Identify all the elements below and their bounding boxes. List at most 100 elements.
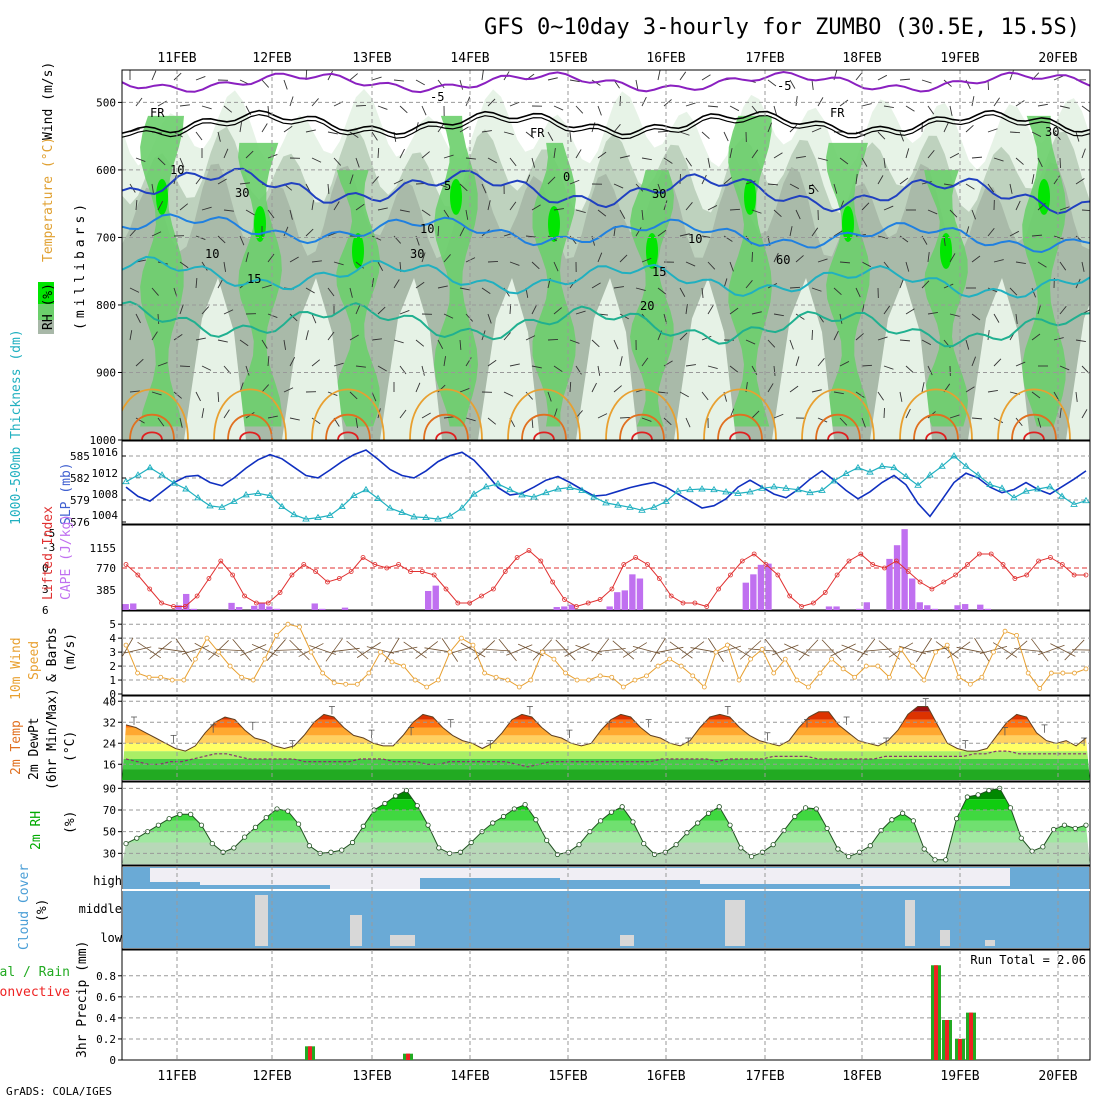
surface-wind-barb — [555, 639, 576, 661]
cloud-low-patch — [255, 895, 268, 946]
run-total: Run Total = 2.06 — [970, 953, 1086, 967]
upper-wind-barb — [685, 364, 696, 367]
upper-wind-barb — [861, 103, 872, 107]
upper-wind-barb — [195, 75, 206, 81]
upper-wind-barb — [817, 417, 828, 423]
lifted-index-marker — [609, 586, 615, 592]
upper-wind-barb — [619, 155, 630, 159]
wind-speed-marker — [817, 670, 823, 676]
y-tick-label: 3 — [109, 646, 116, 659]
thickness-marker — [734, 489, 742, 496]
date-label-bottom: 14FEB — [450, 1069, 489, 1084]
rh-saturated-core — [744, 178, 756, 215]
upper-wind-barb — [553, 148, 556, 159]
upper-wind-barb — [201, 365, 212, 371]
wind-speed-marker — [609, 674, 615, 680]
cape-bar — [977, 604, 984, 610]
upper-wind-barb — [289, 96, 294, 107]
upper-wind-barb — [877, 74, 888, 81]
cape-bar — [341, 607, 349, 610]
cape-li-panel: -5-3 0 3 6 1155 770 385 Lifted Index CAPE (J/k… — [41, 506, 1091, 617]
upper-wind-barb — [751, 311, 762, 315]
lifted-index-marker — [336, 576, 342, 581]
upper-wind-barb — [129, 287, 140, 293]
upper-wind-barb — [1081, 209, 1090, 212]
upper-wind-barb — [151, 231, 162, 237]
cloud-high-gap — [560, 868, 700, 880]
thickness-marker — [638, 506, 646, 513]
wind-speed-marker — [667, 656, 673, 662]
upper-wind-barb — [245, 252, 249, 263]
lifted-index-marker — [159, 600, 164, 606]
y-tick-label: 900 — [96, 366, 116, 379]
surface-wind-barb — [266, 639, 286, 661]
upper-wind-barb — [481, 130, 492, 133]
cape-bar — [311, 603, 318, 610]
cloud-low-patch — [390, 935, 415, 946]
upper-wind-barb — [195, 391, 201, 402]
rh-marker — [1018, 835, 1024, 841]
upper-wind-barb — [239, 339, 249, 347]
lifted-index-marker — [787, 593, 793, 599]
upper-wind-barb — [1081, 365, 1090, 374]
cape-bar — [432, 585, 439, 610]
rh-marker — [177, 811, 183, 817]
y-tick-label: 0 — [109, 688, 116, 701]
cape-bar — [130, 603, 137, 610]
upper-wind-barb — [223, 209, 234, 212]
upper-wind-barb — [597, 365, 601, 376]
warm-contour-loop — [631, 431, 653, 440]
lifted-index-marker — [965, 562, 970, 567]
thickness-marker — [254, 489, 262, 496]
wind-speed-marker — [944, 642, 950, 648]
upper-wind-barb — [965, 339, 970, 350]
upper-wind-barb — [245, 365, 250, 376]
upper-wind-barb — [949, 253, 956, 263]
wind-panel-frame — [121, 610, 1091, 696]
cape-bar — [561, 606, 568, 610]
rh-dry-wedge — [380, 278, 442, 440]
upper-wind-barb — [553, 261, 559, 272]
upper-wind-barb — [481, 183, 487, 194]
upper-wind-barb — [1059, 305, 1067, 315]
thickness-marker — [158, 471, 166, 478]
rh-marker — [522, 801, 528, 808]
thickness-marker — [350, 491, 358, 499]
upper-wind-barb — [773, 365, 776, 376]
lifted-index-marker — [1012, 576, 1018, 581]
upper-wind-barb — [811, 127, 822, 133]
date-label-top: 16FEB — [646, 51, 685, 66]
cloud-level-high: high — [93, 874, 122, 888]
y-tick-label: 4 — [109, 632, 116, 645]
upper-wind-barb — [327, 287, 335, 297]
upper-wind-barb — [157, 313, 160, 325]
lifted-index-marker — [1048, 555, 1053, 560]
thickness-marker — [542, 488, 550, 496]
thickness-marker — [722, 488, 730, 495]
upper-wind-barb — [437, 225, 440, 237]
li-tick-label: 3 — [42, 583, 49, 596]
upper-wind-barb — [855, 174, 858, 185]
wind-speed-marker — [829, 656, 834, 662]
rh-marker — [673, 842, 679, 848]
y-tick-label: 40 — [103, 695, 116, 708]
lifted-index-marker — [917, 579, 923, 585]
upper-wind-barb — [547, 131, 554, 141]
upper-wind-barb — [663, 157, 673, 164]
rh-moist-column — [238, 142, 282, 427]
upper-wind-barb — [371, 131, 378, 141]
precip-ticks: 0.8 0.6 0.4 0.2 0 — [96, 970, 122, 1067]
wind-speed-marker — [331, 680, 337, 686]
wind-speed-marker — [632, 677, 638, 683]
surface-wind-barb — [1038, 644, 1065, 656]
surface-wind-barb — [232, 639, 251, 661]
upper-wind-barb — [883, 305, 891, 315]
slp-panel-frame — [121, 440, 1091, 525]
lifted-index-marker — [976, 551, 982, 557]
upper-wind-barb — [789, 286, 801, 289]
upper-wind-barb — [267, 355, 270, 367]
warm-contour-loop — [1011, 413, 1057, 440]
upper-wind-barb — [135, 313, 141, 324]
precip-convective-bar — [958, 1038, 962, 1060]
upper-wind-barb — [465, 96, 471, 107]
